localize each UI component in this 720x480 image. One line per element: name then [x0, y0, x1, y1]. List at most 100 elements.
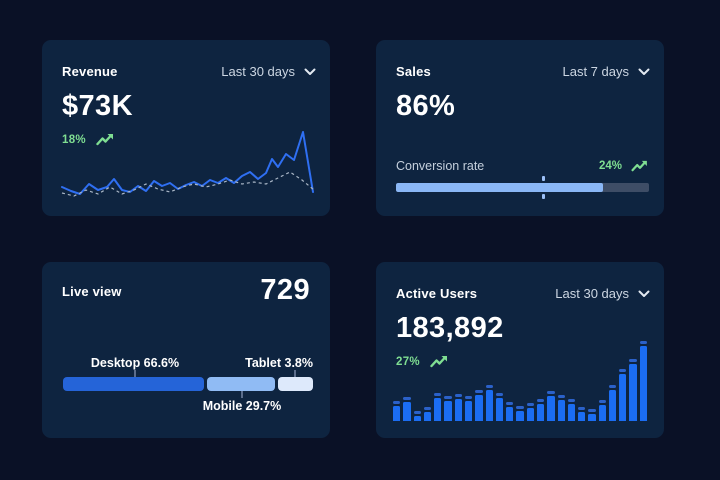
bar-body: [464, 401, 473, 421]
bar-body: [475, 395, 483, 421]
bar-body: [403, 402, 411, 421]
bar-body: [526, 408, 534, 421]
device-breakdown-chart: Desktop 66.6% Tablet 3.8% Mobile 29.7%: [63, 356, 313, 414]
user-activity-bar: [423, 407, 432, 421]
revenue-range-selector[interactable]: Last 30 days: [221, 64, 316, 79]
tablet-share-label: Tablet 3.8%: [245, 356, 313, 370]
bar-cap: [526, 403, 534, 406]
user-activity-bar: [434, 393, 442, 421]
bar-body: [578, 412, 586, 421]
bar-body: [567, 404, 576, 421]
active-users-delta-value: 27%: [396, 355, 420, 368]
user-activity-bar: [567, 399, 576, 421]
bar-body: [413, 416, 421, 421]
trending-up-icon: [631, 160, 648, 172]
bar-cap: [475, 390, 483, 393]
chevron-down-icon: [304, 68, 316, 76]
revenue-card-title: Revenue: [62, 64, 118, 79]
bar-cap: [444, 396, 452, 399]
bar-body: [423, 412, 432, 421]
user-activity-bar: [639, 341, 648, 421]
bar-cap: [516, 406, 524, 409]
bar-cap: [454, 394, 462, 397]
tablet-tick-line: [294, 370, 296, 377]
line-series-solid: [61, 131, 314, 195]
chevron-down-icon: [638, 290, 650, 298]
sales-delta-badge: 24%: [599, 160, 648, 172]
conversion-rate-label: Conversion rate: [396, 159, 485, 173]
bar-cap: [464, 396, 473, 399]
sales-card-title: Sales: [396, 64, 431, 79]
desktop-segment: [63, 377, 204, 391]
bar-cap: [423, 407, 432, 410]
live-view-card-title: Live view: [62, 284, 122, 299]
bar-cap: [608, 385, 617, 388]
user-activity-bar: [413, 411, 421, 421]
user-activity-bar: [598, 400, 606, 421]
bar-cap: [393, 401, 401, 404]
bar-body: [506, 407, 514, 421]
user-activity-bar: [444, 396, 452, 421]
live-view-value: 729: [260, 274, 310, 306]
progress-fill: [396, 183, 604, 192]
sales-value: 86%: [396, 90, 456, 122]
revenue-delta-value: 18%: [62, 133, 86, 146]
user-activity-bar: [506, 402, 514, 421]
revenue-value: $73K: [62, 90, 133, 122]
bar-body: [444, 401, 452, 421]
user-activity-bar: [578, 407, 586, 421]
mobile-tick-line: [240, 391, 243, 398]
trending-up-icon: [96, 133, 114, 146]
active-users-value: 183,892: [396, 312, 504, 344]
revenue-card-header: Revenue Last 30 days: [62, 64, 316, 79]
bar-cap: [485, 385, 493, 388]
user-activity-bar: [403, 397, 411, 421]
trending-up-icon: [430, 355, 448, 368]
bar-body: [619, 374, 627, 421]
conversion-rate-row: Conversion rate 24%: [396, 159, 648, 173]
line-series-dashed: [61, 171, 315, 197]
progress-marker-top: [541, 176, 545, 181]
bar-cap: [578, 407, 586, 410]
revenue-range-label: Last 30 days: [221, 64, 295, 79]
active-users-card-title: Active Users: [396, 286, 478, 301]
active-users-range-selector[interactable]: Last 30 days: [555, 286, 650, 301]
bar-cap: [506, 402, 514, 405]
bar-cap: [403, 397, 411, 400]
revenue-line-chart: [61, 126, 316, 197]
conversion-progress: [396, 176, 649, 200]
bar-cap: [413, 411, 421, 414]
bar-cap: [557, 395, 565, 398]
bar-body: [588, 414, 596, 421]
bar-cap: [547, 391, 555, 394]
mobile-segment: [206, 377, 275, 391]
user-activity-bar: [588, 409, 596, 421]
user-activity-bar: [495, 393, 504, 421]
bar-cap: [598, 400, 606, 403]
revenue-card: Revenue Last 30 days $73K 18%: [42, 40, 330, 216]
chevron-down-icon: [638, 68, 650, 76]
user-activity-bar: [454, 394, 462, 421]
sales-range-label: Last 7 days: [562, 64, 630, 79]
user-activity-bar: [536, 399, 545, 421]
bar-body: [495, 398, 504, 421]
active-users-range-label: Last 30 days: [555, 286, 629, 301]
active-users-delta-badge: 27%: [396, 355, 448, 368]
live-view-card: Live view 729 Desktop 66.6% Tablet 3.8% …: [42, 262, 330, 438]
progress-track: [396, 183, 649, 192]
user-activity-bar: [547, 391, 555, 421]
sales-range-selector[interactable]: Last 7 days: [563, 64, 651, 79]
mobile-share-label: Mobile 29.7%: [202, 399, 282, 413]
bar-cap: [588, 409, 596, 412]
bar-cap: [629, 359, 637, 362]
user-activity-bar: [526, 403, 534, 421]
active-users-card-header: Active Users Last 30 days: [396, 286, 650, 301]
bar-cap: [536, 399, 545, 402]
bar-body: [629, 364, 637, 421]
user-activity-bar: [393, 401, 401, 421]
bar-body: [598, 405, 606, 421]
bar-body: [485, 390, 493, 421]
active-users-card: Active Users Last 30 days 183,892 27%: [376, 262, 664, 438]
user-activity-bar: [485, 385, 493, 421]
bar-body: [393, 406, 401, 421]
